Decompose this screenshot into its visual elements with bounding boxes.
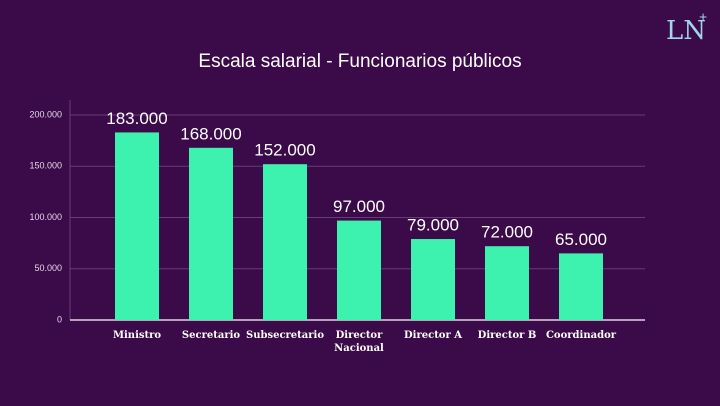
x-tick-label-box: Director B — [477, 330, 537, 341]
bar — [411, 239, 455, 320]
x-tick-label-box: Subsecretario — [245, 330, 325, 341]
x-tick-label: Director Nacional — [334, 330, 384, 354]
value-label: 183.000 — [106, 109, 167, 128]
value-label: 65.000 — [555, 230, 607, 249]
value-label: 168.000 — [180, 124, 241, 143]
chart-title: Escala salarial - Funcionarios públicos — [198, 51, 521, 72]
bar — [485, 246, 529, 320]
x-tick-label-box: Director Nacional — [334, 330, 384, 354]
x-tick-label: Ministro — [112, 330, 162, 341]
x-tick-label-box: Secretario — [181, 330, 241, 341]
x-tick-label-box: Director A — [404, 330, 462, 341]
value-label: 97.000 — [333, 197, 385, 216]
y-tick-label: 100.000 — [29, 212, 62, 222]
bar — [189, 147, 233, 320]
y-tick-label: 150.000 — [29, 161, 62, 171]
y-tick-label: 50.000 — [34, 263, 62, 273]
x-tick-label: Coordinador — [545, 330, 617, 341]
x-tick-label: Director A — [404, 330, 462, 341]
y-tick-label: 0 — [57, 314, 62, 324]
x-tick-label-box: Ministro — [112, 330, 162, 341]
x-tick-label-box: Coordinador — [545, 330, 617, 341]
bar — [337, 220, 381, 320]
logo-text: LN — [666, 16, 706, 46]
x-tick-label: Director B — [477, 330, 537, 341]
bar — [559, 253, 603, 320]
y-tick-label: 200.000 — [29, 109, 62, 119]
logo-sup: + — [699, 9, 707, 25]
value-label: 72.000 — [481, 223, 533, 242]
bar — [263, 164, 307, 320]
value-label: 152.000 — [254, 141, 315, 160]
x-tick-label: Secretario — [181, 330, 241, 341]
bar — [115, 132, 159, 320]
value-label: 79.000 — [407, 216, 459, 235]
x-tick-label: Subsecretario — [245, 330, 325, 341]
